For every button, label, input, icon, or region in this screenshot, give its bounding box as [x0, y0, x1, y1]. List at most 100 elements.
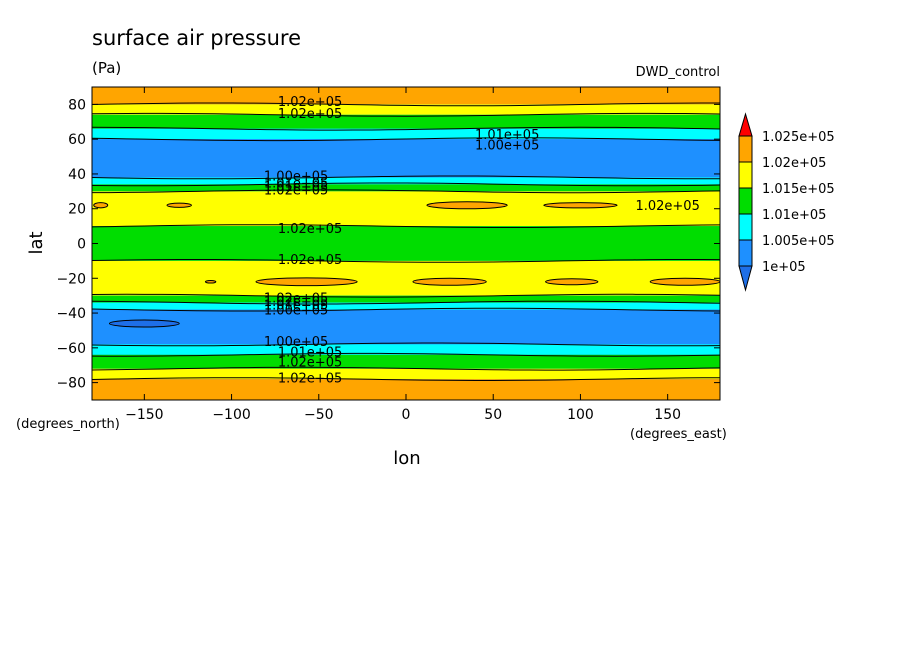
contour-label: 1.02e+05: [278, 107, 342, 122]
contour-label: 1.02e+05: [635, 199, 699, 214]
colorbar-label: 1.02e+05: [762, 156, 826, 171]
contour-feature: [412, 277, 487, 286]
colorbar-label: 1e+05: [762, 260, 806, 275]
contour-line: [92, 300, 720, 305]
contour-line: [92, 258, 720, 263]
x-tick-label: −150: [125, 407, 163, 423]
colorbar-label: 1.005e+05: [762, 234, 835, 249]
contour-line: [92, 137, 720, 142]
y-axis: −80 −60 −40 −20 0 20 40 60 80: [56, 97, 720, 392]
contour-label: 1.01e+05: [264, 180, 328, 195]
contour-line: [92, 366, 720, 371]
contour-line: [92, 182, 720, 187]
colorbar-swatch: [738, 161, 753, 189]
contour-feature: [426, 201, 508, 210]
y-units-label: (degrees_north): [16, 417, 120, 432]
contour-label: 1.00e+05: [264, 304, 328, 319]
chart-title: surface air pressure: [92, 26, 301, 50]
colorbar-over-arrow: [738, 112, 753, 137]
contour-band: [92, 344, 720, 355]
contour-feature: [545, 278, 599, 286]
contour-band: [92, 128, 720, 140]
colorbar-legend: 1.025e+05 1.02e+05 1.015e+05 1.01e+05 1.005e…: [738, 112, 835, 292]
contour-band: [92, 87, 720, 105]
contour-feature: [543, 202, 618, 209]
x-tick-label: 100: [567, 407, 594, 423]
contour-line: [92, 307, 720, 312]
x-axis-label: lon: [393, 448, 420, 469]
x-axis: −150 −100 −50 0 50 100 150: [125, 87, 681, 423]
contour-label: 1.01e+05: [278, 345, 342, 360]
contour-label: 1.02e+05: [278, 371, 342, 386]
contour-label: 1.00e+05: [475, 138, 539, 153]
y-tick-label: 20: [68, 202, 86, 218]
y-tick-label: 0: [77, 237, 86, 253]
contour-line: [92, 224, 720, 229]
contour-label: 1.02e+05: [264, 291, 328, 306]
y-tick-label: −40: [56, 306, 86, 322]
contour-feature: [649, 277, 720, 286]
plot-area: 1.02e+051.02e+051.01e+051.00e+051.00e+05…: [91, 86, 721, 401]
contour-band: [92, 260, 720, 296]
contour-label: 1.02e+05: [264, 295, 328, 310]
contour-band: [92, 226, 720, 261]
contour-band: [92, 191, 720, 227]
colorbar-label: 1.015e+05: [762, 182, 835, 197]
contour-band: [92, 114, 720, 129]
contour-line: [92, 112, 720, 117]
contour-band: [92, 104, 720, 115]
contour-feature: [204, 279, 217, 284]
contour-line: [92, 102, 720, 107]
experiment-label: DWD_control: [636, 65, 720, 80]
contour-label: 1.01e+05: [264, 177, 328, 192]
y-tick-label: −80: [56, 376, 86, 392]
colorbar-label: 1.01e+05: [762, 208, 826, 223]
colorbar-swatch: [738, 135, 753, 163]
contour-line: [92, 126, 720, 131]
colorbar-under-arrow: [738, 265, 753, 292]
contour-band: [92, 379, 720, 400]
contour-line: [92, 377, 720, 381]
y-tick-label: −60: [56, 341, 86, 357]
contour-line: [92, 342, 720, 347]
colorbar-label: 1.025e+05: [762, 130, 835, 145]
contour-line: [92, 293, 720, 298]
contour-label: 1.00e+05: [264, 170, 328, 185]
contour-band: [92, 368, 720, 380]
x-tick-label: 150: [654, 407, 681, 423]
contour-band: [92, 177, 720, 185]
contour-band: [92, 309, 720, 345]
x-units-label: (degrees_east): [630, 427, 727, 442]
contour-band: [92, 139, 720, 178]
contour-line: [92, 175, 720, 180]
contour-band: [92, 295, 720, 303]
y-tick-label: −20: [56, 271, 86, 287]
contour-feature: [93, 202, 109, 209]
x-tick-label: −50: [304, 407, 334, 423]
contour-label: 1.01e+05: [264, 298, 328, 313]
contour-label: 1.02e+05: [278, 356, 342, 371]
colorbar-swatch: [738, 187, 753, 215]
y-tick-label: 80: [68, 97, 86, 113]
chart-units: (Pa): [92, 59, 121, 77]
y-tick-label: 40: [68, 167, 86, 183]
colorbar-swatch: [738, 213, 753, 241]
y-tick-label: 60: [68, 132, 86, 148]
contour-label: 1.02e+05: [264, 184, 328, 199]
contour-band: [92, 354, 720, 369]
y-axis-label: lat: [26, 231, 47, 254]
contour-line: [92, 189, 720, 194]
x-tick-label: 50: [484, 407, 502, 423]
contour-label: 1.00e+05: [264, 335, 328, 350]
contour-label: 1.02e+05: [278, 222, 342, 237]
x-tick-label: −100: [212, 407, 250, 423]
contour-label: 1.02e+05: [278, 95, 342, 110]
contour-feature: [166, 202, 192, 208]
contour-label: 1.01e+05: [475, 128, 539, 143]
contour-band: [92, 302, 720, 310]
contour-label: 1.02e+05: [278, 253, 342, 268]
x-tick-label: 0: [402, 407, 411, 423]
contour-feature: [255, 277, 358, 287]
contour-feature: [108, 319, 180, 328]
